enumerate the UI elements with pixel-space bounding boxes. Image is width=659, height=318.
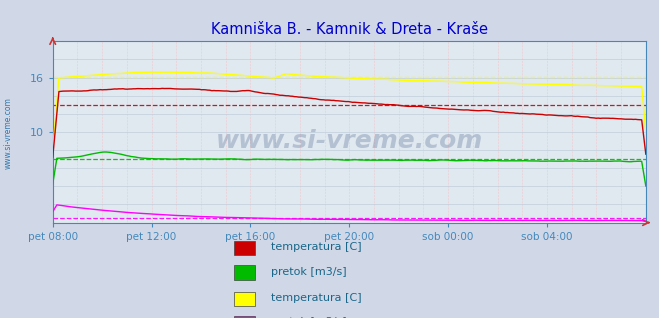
- Text: pretok [m3/s]: pretok [m3/s]: [264, 317, 346, 318]
- Bar: [234, 240, 255, 255]
- Text: pretok [m3/s]: pretok [m3/s]: [264, 267, 346, 277]
- Bar: [234, 316, 255, 318]
- Text: temperatura [C]: temperatura [C]: [264, 242, 361, 252]
- Title: Kamniška B. - Kamnik & Dreta - Kraše: Kamniška B. - Kamnik & Dreta - Kraše: [211, 22, 488, 38]
- Text: www.si-vreme.com: www.si-vreme.com: [3, 98, 13, 169]
- Text: www.si-vreme.com: www.si-vreme.com: [215, 129, 483, 153]
- Text: temperatura [C]: temperatura [C]: [264, 294, 361, 303]
- Bar: [234, 266, 255, 280]
- Bar: [234, 292, 255, 307]
